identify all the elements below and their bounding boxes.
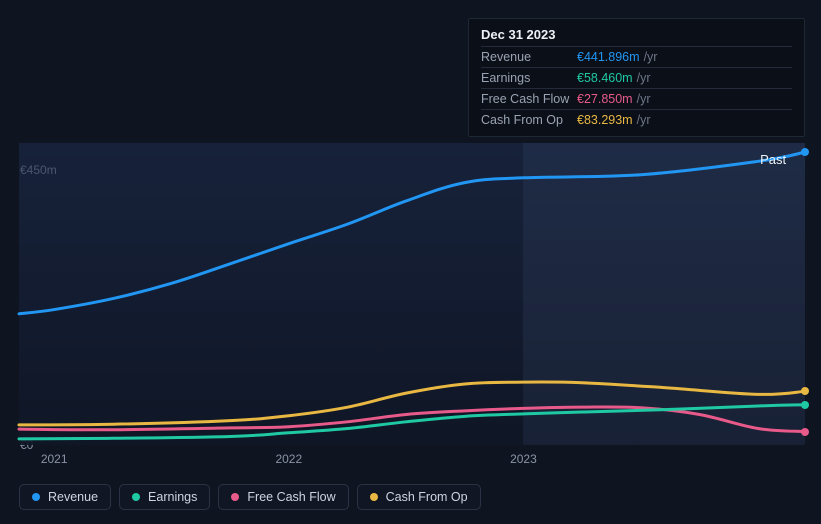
tooltip-row: Cash From Op€83.293m/yr	[481, 109, 792, 130]
series-line-free_cash_flow	[19, 407, 805, 432]
series-end-dot-earnings	[801, 401, 809, 409]
tooltip-row-unit: /yr	[637, 92, 651, 106]
tooltip-date: Dec 31 2023	[481, 27, 792, 46]
tooltip-row-value: €58.460m	[577, 71, 633, 85]
legend-item-free_cash_flow[interactable]: Free Cash Flow	[218, 484, 348, 510]
legend-dot-icon	[231, 493, 239, 501]
legend-dot-icon	[32, 493, 40, 501]
financials-line-chart: €450m€0 Past 202120222023 Dec 31 2023 Re…	[0, 0, 821, 524]
tooltip-row: Revenue€441.896m/yr	[481, 46, 792, 67]
series-end-dot-free_cash_flow	[801, 428, 809, 436]
chart-legend: Revenue Earnings Free Cash Flow Cash From O…	[19, 484, 481, 510]
legend-item-label: Cash From Op	[386, 490, 468, 504]
tooltip-row-value: €83.293m	[577, 113, 633, 127]
tooltip-row-value: €441.896m	[577, 50, 640, 64]
tooltip-row-label: Free Cash Flow	[481, 92, 577, 106]
legend-dot-icon	[132, 493, 140, 501]
tooltip-row: Earnings€58.460m/yr	[481, 67, 792, 88]
x-axis-label: 2022	[275, 452, 302, 466]
tooltip-row-value: €27.850m	[577, 92, 633, 106]
series-end-dot-revenue	[801, 148, 809, 156]
plot-area[interactable]: Past	[19, 143, 805, 445]
legend-item-label: Earnings	[148, 490, 197, 504]
tooltip-row-label: Revenue	[481, 50, 577, 64]
series-line-revenue	[19, 152, 805, 314]
legend-item-label: Revenue	[48, 490, 98, 504]
tooltip-row-label: Cash From Op	[481, 113, 577, 127]
tooltip-row-label: Earnings	[481, 71, 577, 85]
chart-tooltip: Dec 31 2023 Revenue€441.896m/yrEarnings€…	[468, 18, 805, 137]
legend-item-label: Free Cash Flow	[247, 490, 335, 504]
legend-item-cash_from_op[interactable]: Cash From Op	[357, 484, 481, 510]
tooltip-row-unit: /yr	[637, 71, 651, 85]
x-axis-label: 2021	[41, 452, 68, 466]
x-axis-label: 2023	[510, 452, 537, 466]
tooltip-row-unit: /yr	[637, 113, 651, 127]
tooltip-row-unit: /yr	[644, 50, 658, 64]
legend-item-earnings[interactable]: Earnings	[119, 484, 210, 510]
series-line-earnings	[19, 405, 805, 439]
legend-item-revenue[interactable]: Revenue	[19, 484, 111, 510]
past-label: Past	[760, 152, 786, 167]
series-line-cash_from_op	[19, 382, 805, 425]
tooltip-row: Free Cash Flow€27.850m/yr	[481, 88, 792, 109]
chart-lines	[19, 143, 805, 445]
legend-dot-icon	[370, 493, 378, 501]
series-end-dot-cash_from_op	[801, 387, 809, 395]
